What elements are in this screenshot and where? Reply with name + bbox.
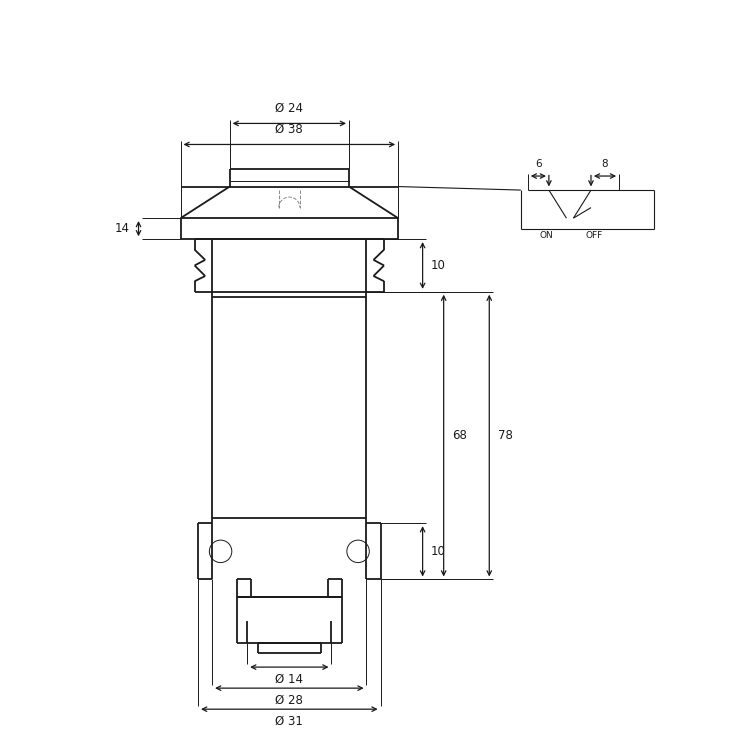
Text: ON: ON — [540, 231, 553, 240]
Text: Ø 38: Ø 38 — [276, 123, 303, 136]
Text: 6: 6 — [535, 159, 542, 169]
Text: 14: 14 — [115, 222, 130, 235]
Text: 78: 78 — [498, 429, 512, 442]
Text: 10: 10 — [431, 545, 446, 558]
Text: 8: 8 — [602, 159, 608, 169]
Text: Ø 28: Ø 28 — [276, 693, 303, 707]
Text: Ø 14: Ø 14 — [276, 673, 303, 685]
Text: Ø 31: Ø 31 — [276, 715, 303, 728]
Text: 68: 68 — [452, 429, 467, 442]
Text: 10: 10 — [431, 259, 446, 272]
Text: OFF: OFF — [586, 231, 603, 240]
Text: Ø 24: Ø 24 — [276, 102, 303, 115]
